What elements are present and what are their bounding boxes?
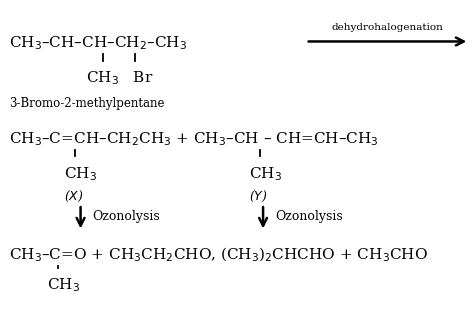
Text: 3-Bromo-2-methylpentane: 3-Bromo-2-methylpentane <box>9 97 165 110</box>
Text: CH$_3$: CH$_3$ <box>47 277 81 294</box>
Text: Ozonolysis: Ozonolysis <box>275 211 343 223</box>
Text: CH$_3$–C=CH–CH$_2$CH$_3$ + CH$_3$–CH – CH=CH–CH$_3$: CH$_3$–C=CH–CH$_2$CH$_3$ + CH$_3$–CH – C… <box>9 130 379 148</box>
Text: CH$_3$   Br: CH$_3$ Br <box>86 69 154 87</box>
Text: Ozonolysis: Ozonolysis <box>92 211 160 223</box>
Text: ($X$): ($X$) <box>64 189 84 204</box>
Text: dehydrohalogenation: dehydrohalogenation <box>331 23 444 32</box>
Text: CH$_3$–C=O + CH$_3$CH$_2$CHO, (CH$_3$)$_2$CHCHO + CH$_3$CHO: CH$_3$–C=O + CH$_3$CH$_2$CHO, (CH$_3$)$_… <box>9 246 428 264</box>
Text: CH$_3$: CH$_3$ <box>64 165 97 183</box>
Text: CH$_3$: CH$_3$ <box>249 165 282 183</box>
Text: CH$_3$–CH–CH–CH$_2$–CH$_3$: CH$_3$–CH–CH–CH$_2$–CH$_3$ <box>9 34 188 52</box>
Text: ($Y$): ($Y$) <box>249 189 268 204</box>
